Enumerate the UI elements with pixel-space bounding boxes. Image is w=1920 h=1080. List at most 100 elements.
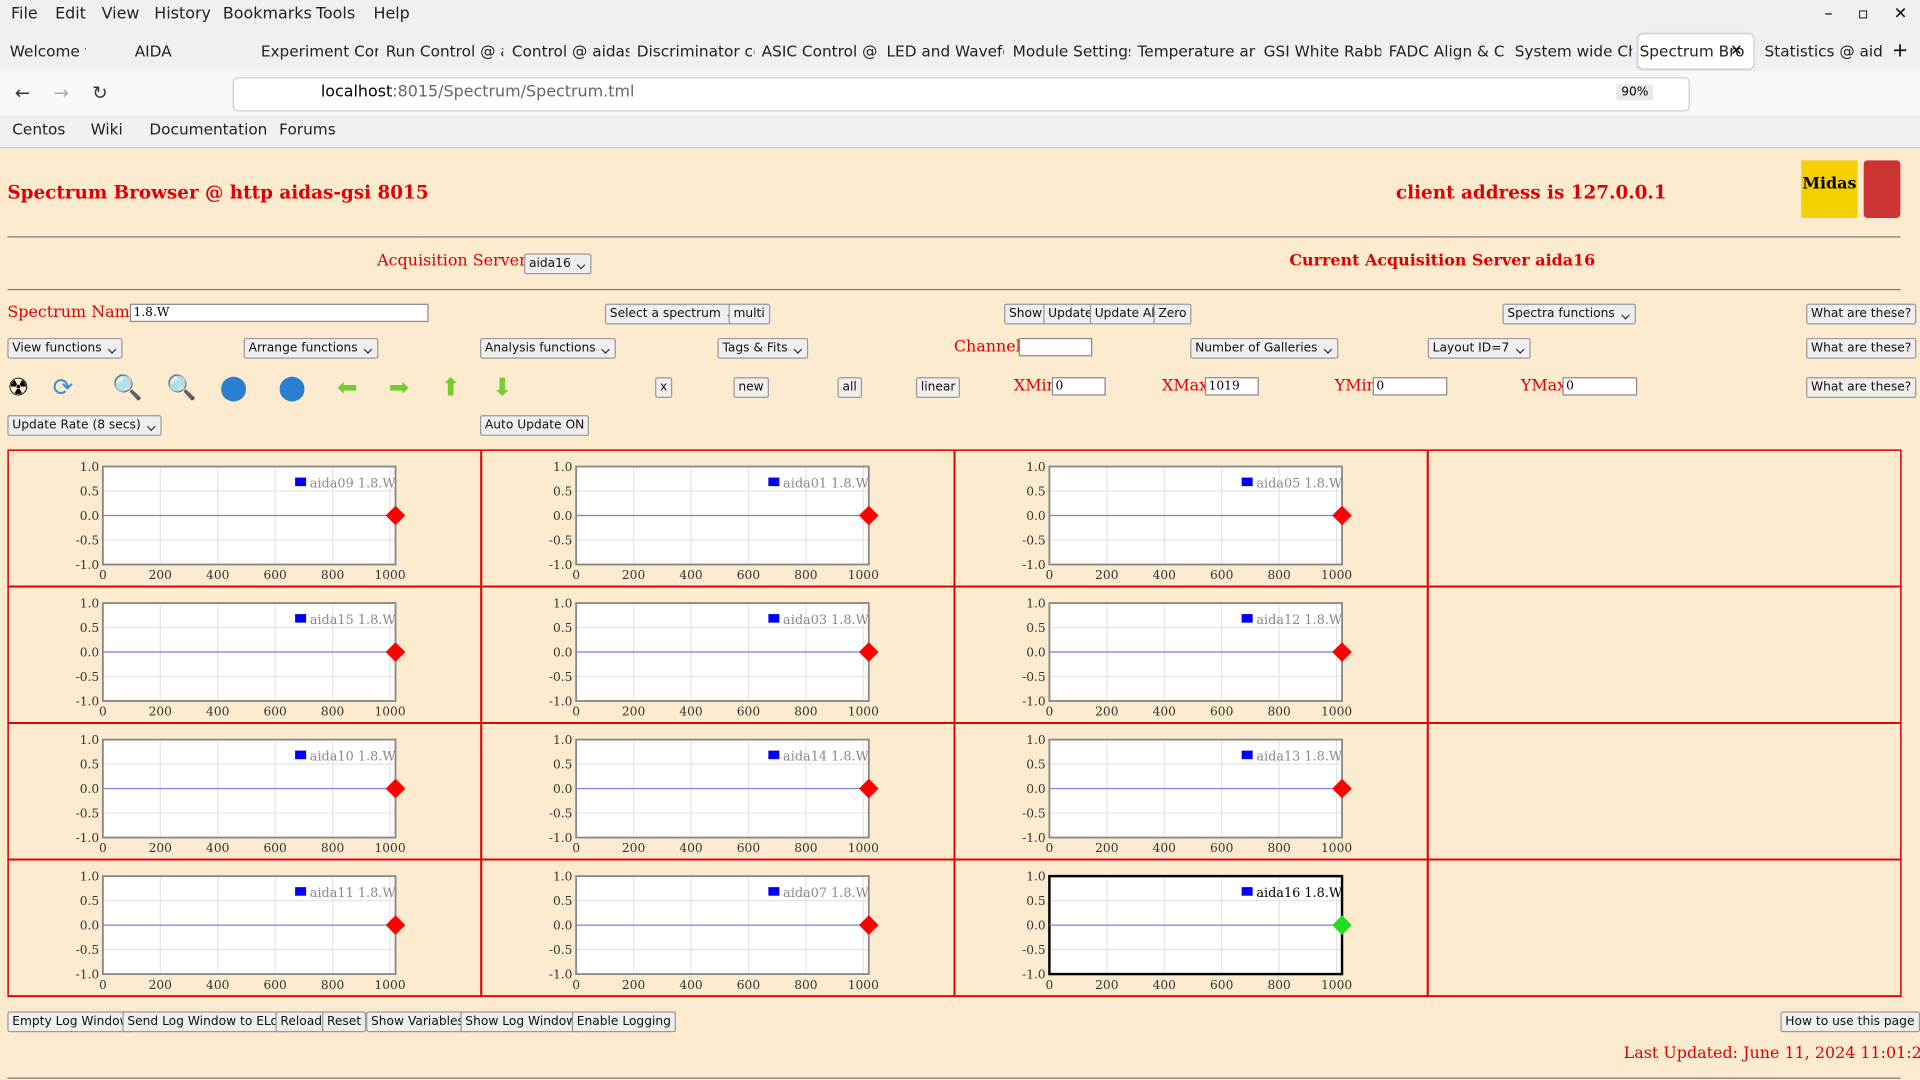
tab[interactable]: AIDA [134,41,172,61]
auto-update[interactable]: Auto Update ON [480,415,590,436]
legend-label: aida01 1.8.W [783,476,870,491]
function-select[interactable]: View functions [7,337,123,359]
spectra-functions[interactable]: Spectra functions [1502,303,1636,325]
x-tick-label: 400 [206,841,229,855]
x-tick-label: 200 [149,841,172,855]
channel-input[interactable] [1018,337,1093,357]
ymin-input[interactable] [1372,377,1448,396]
x-tick-label: 0 [572,978,580,992]
footer-button[interactable]: Reload [275,1011,327,1033]
control-button[interactable]: Update All [1089,303,1164,325]
tab[interactable]: Experiment Con [260,41,379,61]
function-select[interactable]: Tags & Fits [717,337,809,359]
ymax-input[interactable] [1562,377,1638,396]
tab[interactable]: Module Settings [1012,41,1131,61]
y-tick-label: -0.5 [549,533,573,547]
small-button[interactable]: linear [915,377,961,398]
small-button[interactable]: new [733,377,769,398]
x-tick-label: 0 [572,568,580,582]
new-tab[interactable]: + [1891,37,1909,62]
menu-item[interactable]: File [11,4,38,24]
footer-button[interactable]: Show Variables [366,1011,469,1033]
multi-button[interactable]: multi [728,303,770,325]
tab[interactable]: Temperature an [1137,41,1256,61]
x-tick-label: 600 [737,568,760,582]
update-rate[interactable]: Update Rate (8 secs) [7,415,162,436]
y-tick-label: 0.5 [553,484,572,498]
toolbar-icons[interactable]: ☢ ⟳ 🔍 🔍 ⬤ ⬤ ⬅ ➡ ⬆ ⬇ [7,372,513,402]
tab-close[interactable]: ✕ [1730,41,1743,59]
zoom[interactable]: 90% [1616,84,1654,101]
spectrum-name-input[interactable] [129,303,429,323]
y-tick-label: 1.0 [553,596,572,610]
tab[interactable]: Spectrum Bro [1639,41,1745,61]
y-tick-label: -0.5 [76,806,100,820]
footer-button[interactable]: Empty Log Window [7,1011,135,1033]
gallery-cell [1426,449,1902,588]
x-tick-label: 600 [737,705,760,719]
footer-button[interactable]: Send Log Window to ELog [122,1011,291,1033]
xmax-label: XMax [1162,377,1209,396]
acq-select[interactable]: aida16 [524,253,592,275]
function-select[interactable]: Analysis functions [480,337,617,359]
window-controls[interactable]: – ▫ ✕ [1824,4,1908,24]
footer-button[interactable]: Enable Logging [571,1011,676,1033]
tab[interactable]: Discriminator co [636,41,755,61]
bookmark[interactable]: Forums [279,120,336,139]
ymin-label: YMin [1334,377,1377,396]
galleries-select[interactable]: Number of Galleries [1190,337,1339,359]
tab[interactable]: FADC Align & C [1388,41,1505,61]
y-tick-label: -1.0 [549,967,573,981]
footer-button[interactable]: Show Log Window [460,1011,582,1033]
y-tick-label: -1.0 [549,558,573,572]
xmax-input[interactable] [1204,377,1259,396]
legend-label: aida11 1.8.W [310,886,397,901]
bookmark[interactable]: Centos [12,120,66,139]
point-marker [858,778,879,799]
small-button[interactable]: all [837,377,862,398]
midas-logo: Midas [1801,160,1858,218]
help-button[interactable]: What are these? [1806,337,1917,359]
menu-item[interactable]: History [154,4,211,24]
how-to-button[interactable]: How to use this page [1780,1011,1920,1033]
tab[interactable]: System wide Ch [1514,41,1633,61]
y-tick-label: 0.0 [80,782,99,796]
select-spectrum[interactable]: Select a spectrum [604,303,742,325]
tab[interactable]: Control @ aidas [511,41,630,61]
url-bar[interactable] [232,77,1690,112]
x-tick-label: 600 [263,841,286,855]
gallery-cell [1426,858,1902,998]
tab[interactable]: GSI White Rabbi [1263,41,1382,61]
tab[interactable]: ASIC Control @ [761,41,878,61]
tab[interactable]: Run Control @ a [385,41,504,61]
small-button[interactable]: x [655,377,673,398]
xmin-input[interactable] [1051,377,1106,396]
control-button[interactable]: Zero [1153,303,1192,325]
help-button[interactable]: What are these? [1806,303,1917,325]
gallery-cell [1426,585,1902,724]
tab[interactable]: Statistics @ aid [1764,41,1883,61]
tab[interactable]: Welcome to Ce [9,41,86,61]
nav-buttons[interactable]: ← → ↻ [14,82,108,105]
layout-select[interactable]: Layout ID=7 [1427,337,1531,359]
y-tick-label: -1.0 [1022,831,1046,845]
control-button[interactable]: Show [1004,303,1047,325]
menu-item[interactable]: Help [373,4,410,24]
tab[interactable]: LED and Wavefo [886,41,1005,61]
x-tick-label: 800 [1267,568,1290,582]
help-button[interactable]: What are these? [1806,377,1917,398]
bookmark[interactable]: Wiki [90,120,123,139]
footer-button[interactable]: Reset [322,1011,367,1033]
y-tick-label: -0.5 [1022,806,1046,820]
menu-item[interactable]: Bookmarks [222,4,312,24]
menu-item[interactable]: View [101,4,140,24]
y-tick-label: 1.0 [553,869,572,883]
y-tick-label: 0.5 [80,484,99,498]
x-tick-label: 400 [206,978,229,992]
current-server: Current Acquisition Server aida16 [1289,252,1596,271]
control-button[interactable]: Update [1043,303,1098,325]
menu-item[interactable]: Tools [315,4,356,24]
bookmark[interactable]: Documentation [149,120,268,139]
function-select[interactable]: Arrange functions [243,337,379,359]
menu-item[interactable]: Edit [55,4,86,24]
